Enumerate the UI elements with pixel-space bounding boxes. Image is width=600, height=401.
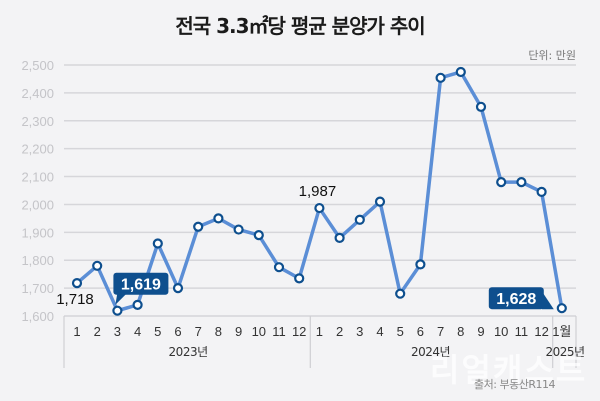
data-point-marker — [374, 196, 386, 207]
value-callout-box — [488, 287, 544, 310]
x-tick-label: 10 — [494, 324, 508, 339]
data-point-marker — [253, 230, 264, 241]
x-tick-label: 1 — [316, 324, 323, 339]
unit-label: 단위: 만원 — [528, 49, 576, 62]
x-tick-label: 1 — [73, 324, 80, 339]
value-callout-box — [113, 272, 169, 295]
data-point-marker — [435, 72, 446, 83]
data-point-marker — [71, 277, 83, 289]
x-tick-label: 3 — [356, 324, 363, 339]
x-tick-label: 7 — [437, 324, 444, 339]
data-point-marker — [273, 262, 285, 273]
data-point-marker — [455, 66, 466, 78]
y-tick-label: 2,300 — [21, 114, 54, 129]
data-point-marker — [193, 221, 204, 232]
x-tick-label: 2 — [336, 324, 343, 339]
y-tick-label: 1,800 — [21, 253, 54, 268]
x-tick-label: 4 — [376, 324, 383, 339]
chart-title: 전국 3.3㎡당 평균 분양가 추이 — [175, 14, 425, 38]
data-point-marker — [92, 260, 103, 271]
data-point-marker — [516, 177, 527, 188]
x-tick-label: 3 — [114, 324, 121, 339]
y-tick-label: 2,400 — [21, 86, 54, 101]
data-point-marker — [496, 177, 507, 188]
x-tick-label: 6 — [417, 324, 424, 339]
source-label: 출처: 부동산R114 — [474, 378, 555, 391]
y-tick-label: 2,100 — [21, 170, 54, 185]
annotations: 1,718 1,619 1,987 1,628 — [56, 183, 554, 310]
data-point-marker — [536, 186, 547, 197]
callout-pointer — [541, 291, 554, 310]
watermark-logo: 리얼캐스트 — [430, 351, 588, 389]
x-tick-label: 9 — [477, 324, 484, 339]
y-tick-label: 2,500 — [21, 58, 54, 73]
data-point-marker — [475, 101, 487, 112]
x-tick-label: 5 — [397, 324, 404, 339]
x-tick-label: 5 — [154, 324, 161, 339]
data-point-marker — [395, 288, 406, 299]
data-point-marker — [112, 305, 123, 316]
data-point-marker — [152, 238, 163, 249]
y-tick-label: 1,900 — [21, 225, 54, 240]
x-tick-label: 10 — [252, 324, 266, 339]
value-callout-label: 1,628 — [496, 291, 536, 308]
data-series — [71, 66, 567, 316]
data-point-marker — [334, 232, 345, 244]
x-tick-label: 11 — [515, 324, 529, 339]
y-tick-label: 1,700 — [21, 281, 54, 296]
x-tick-label: 11 — [272, 324, 286, 339]
data-point-marker — [415, 259, 426, 270]
callout-pointer — [115, 292, 128, 305]
data-point-marker — [213, 213, 224, 224]
value-label: 1,987 — [299, 183, 337, 200]
value-label: 1,718 — [56, 291, 94, 308]
data-point-marker — [233, 224, 244, 235]
y-tick-label: 1,600 — [21, 309, 54, 324]
y-tick-label: 2,000 — [21, 197, 54, 212]
data-point-marker — [132, 299, 143, 310]
x-tick-label: 6 — [174, 324, 181, 339]
y-axis: 1,600 1,700 1,800 1,900 2,000 2,100 2,200 2,300… — [21, 58, 54, 324]
x-tick-label: 1월 — [552, 324, 571, 339]
y-tick-label: 2,200 — [21, 142, 54, 157]
data-point-marker — [294, 273, 305, 284]
x-tick-label: 9 — [235, 324, 242, 339]
data-point-marker — [556, 303, 567, 314]
x-tick-label: 4 — [134, 324, 141, 339]
x-tick-label: 8 — [215, 324, 222, 339]
x-tick-label: 12 — [292, 324, 306, 339]
year-label: 2025년 — [545, 345, 584, 359]
x-tick-label: 12 — [534, 324, 548, 339]
value-callout-label: 1,619 — [121, 277, 161, 294]
year-label: 2023년 — [169, 345, 208, 359]
x-tick-label: 7 — [195, 324, 202, 339]
data-point-marker — [172, 283, 184, 294]
data-point-marker — [354, 214, 365, 225]
data-point-marker — [314, 202, 325, 214]
year-label: 2024년 — [411, 345, 450, 359]
x-tick-label: 8 — [457, 324, 464, 339]
x-tick-label: 2 — [94, 324, 101, 339]
